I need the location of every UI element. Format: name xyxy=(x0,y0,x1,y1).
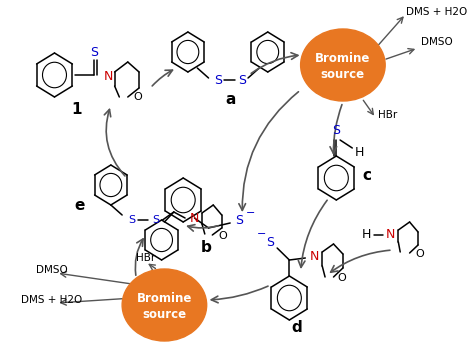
Text: HBr: HBr xyxy=(136,253,155,263)
Text: S: S xyxy=(332,123,340,136)
Text: a: a xyxy=(225,92,236,107)
Text: O: O xyxy=(134,92,143,102)
Text: b: b xyxy=(201,241,212,256)
Text: HBr: HBr xyxy=(378,110,397,120)
Text: −: − xyxy=(246,208,255,218)
Ellipse shape xyxy=(301,29,385,101)
Ellipse shape xyxy=(122,269,207,341)
Text: DMSO: DMSO xyxy=(36,265,67,275)
Text: S: S xyxy=(214,74,222,87)
Text: O: O xyxy=(416,249,424,259)
Text: O: O xyxy=(337,273,346,283)
Text: O: O xyxy=(218,231,227,241)
Text: Bromine: Bromine xyxy=(137,292,192,305)
Text: source: source xyxy=(142,308,186,320)
Text: S: S xyxy=(128,215,135,225)
Text: H: H xyxy=(355,146,365,158)
Text: DMS + H2O: DMS + H2O xyxy=(21,295,82,305)
Text: e: e xyxy=(75,198,85,213)
Text: S: S xyxy=(152,215,160,225)
Text: c: c xyxy=(362,167,371,182)
Text: H: H xyxy=(362,229,371,241)
Text: −: − xyxy=(256,229,266,239)
Text: S: S xyxy=(236,214,244,226)
Text: DMS + H2O: DMS + H2O xyxy=(406,7,467,17)
Text: N: N xyxy=(190,211,199,225)
Text: d: d xyxy=(292,320,302,336)
Text: S: S xyxy=(90,47,98,59)
Text: N: N xyxy=(310,250,319,264)
Text: source: source xyxy=(321,67,365,80)
Text: 1: 1 xyxy=(72,103,82,118)
Text: N: N xyxy=(103,70,113,83)
Text: Bromine: Bromine xyxy=(315,51,371,64)
Text: N: N xyxy=(386,229,395,241)
Text: DMSO: DMSO xyxy=(421,37,453,47)
Text: S: S xyxy=(238,74,246,87)
Text: S: S xyxy=(266,236,274,249)
